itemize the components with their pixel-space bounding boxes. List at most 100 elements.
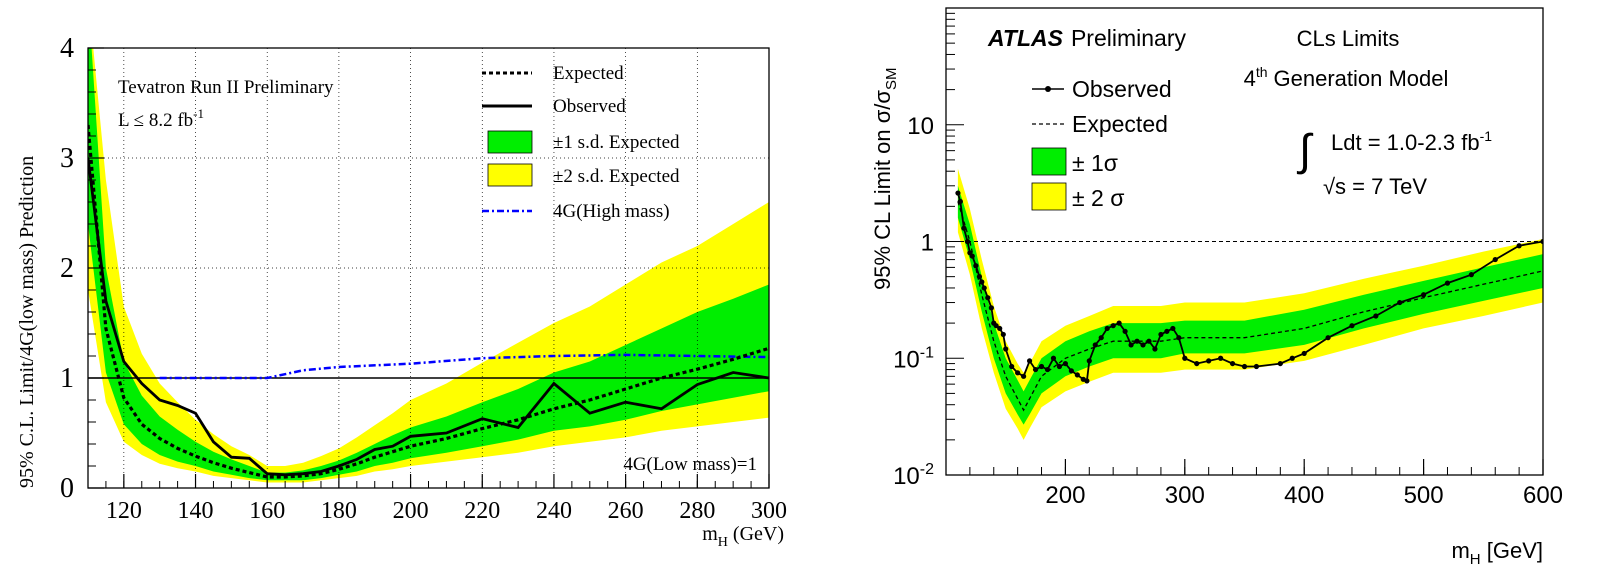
left-y-tick-label: 1 [60,363,74,394]
right-observed-point [1373,313,1379,319]
right-x-tick-label: 600 [1523,482,1563,509]
right-observed-point [976,274,983,280]
right-x-tick-label: 300 [1165,482,1205,509]
right-observed-point [1241,363,1248,370]
left-x-tick-label: 240 [536,498,572,524]
right-observed-point [1468,272,1474,278]
right-observed-point [969,253,975,259]
right-observed-point [1277,360,1283,367]
right-x-tick-label: 200 [1045,482,1085,509]
left-lines [88,124,769,479]
right-observed-point [1122,328,1128,334]
right-observed-point [1026,358,1033,364]
right-observed-point [1074,372,1080,378]
legend-band1-label: ±1 s.d. Expected [553,132,680,153]
left-series-expected [88,124,769,479]
left-y-axis-label: 95% C.L. Limit/4G(low mass) Prediction [16,156,38,488]
right-x-tick-label: 500 [1404,482,1444,509]
right-observed-point [1253,363,1260,370]
right-observed-point [1092,342,1098,348]
right-lines [946,190,1543,412]
right-observed-point [985,295,991,301]
right-observed-point [1444,280,1451,286]
left-legend: Expected Observed ±1 s.d. Expected ±2 s.… [482,63,680,222]
left-x-tick-label: 280 [679,498,715,524]
legend-high-mass-label: 4G(High mass) [553,201,670,222]
right-observed-point [1516,243,1522,249]
right-bands [957,168,1543,440]
right-observed-point [1009,363,1015,370]
left-band-1sd [88,48,769,481]
legend-band1-swatch [487,130,533,154]
right-observed-point [1062,360,1068,367]
right-observed-point [1206,358,1212,364]
left-chart: 120 140 160 180 200 220 240 260 280 300 0 1 2 3 4 mH (… [16,33,787,550]
right-observed-point [955,190,961,196]
legend-expected-label: Expected [553,63,624,84]
right-annotation-lumi: Ldt = 1.0-2.3 fb-1 [1331,128,1492,155]
left-annotation-lumi: L ≤ 8.2 fb-1 [118,106,204,131]
right-observed-point [1032,366,1039,373]
right-observed-point [979,279,985,285]
left-y-tick-label: 4 [60,33,74,64]
right-observed-point [1110,323,1116,329]
right-observed-point [1289,355,1295,361]
right-observed-point [973,263,979,269]
legend-r-band2-swatch [1031,182,1067,211]
right-observed-point [1140,342,1146,348]
right-observed-point [1116,320,1122,326]
right-observed-point [1492,256,1498,263]
right-observed-point [1229,360,1236,367]
legend-r-expected-label: Expected [1072,111,1168,137]
left-annotation-low-mass: 4G(Low mass)=1 [623,454,757,475]
left-x-tick-label: 200 [393,498,429,524]
right-observed-point [1000,331,1006,338]
right-observed-point [1194,360,1200,367]
right-observed-point [1218,355,1224,361]
left-series-high-mass [159,353,769,380]
right-observed-point [1146,338,1152,344]
left-y-tick-label: 2 [60,253,74,284]
right-observed-point [1421,292,1427,298]
right-observed-point [1170,325,1176,332]
right-observed-point [993,323,999,329]
right-observed-point [988,305,994,311]
right-observed-point [1128,342,1134,348]
right-observed-point [1164,328,1170,334]
right-annotation-integral: ∫ [1296,126,1314,175]
left-x-tick-label: 260 [608,498,644,524]
right-observed-point [1301,350,1307,357]
legend-r-observed-marker [1045,86,1051,92]
right-observed-point [1397,299,1403,306]
right-annotation-generation: 4th Generation Model [1244,64,1449,91]
right-observed-point [1021,373,1027,379]
right-observed-point [1158,331,1164,338]
right-chart: 200 300 400 500 600 10-2 10-1 1 10 mH [GeV] 95% … [870,7,1563,568]
right-x-axis-label: mH [GeV] [1451,538,1543,568]
right-observed-point [1182,355,1188,361]
right-band-2sigma [957,168,1543,440]
right-observed-point [964,238,971,245]
right-y-tick-label: 10-2 [893,461,934,490]
left-x-tick-label: 160 [249,498,285,524]
left-series-observed [88,157,769,477]
right-observed-point [1104,325,1110,332]
left-x-tick-label: 140 [178,498,214,524]
right-observed-point [1050,355,1057,361]
right-observed-point [1084,378,1090,384]
right-observed-point [1068,368,1074,374]
right-y-tick-label: 10-1 [893,344,934,373]
right-y-axis-label: 95% CL Limit on σ/σSM [870,68,900,290]
right-observed-point [1003,346,1009,352]
left-x-axis-label: mH (GeV) [702,523,784,550]
right-observed-point [961,225,967,231]
right-observed-point [997,325,1003,332]
right-observed-point [1176,335,1182,341]
right-observed-point [1044,366,1051,373]
left-x-tick-label: 220 [464,498,500,524]
legend-r-band2-label: ± 2 σ [1072,185,1124,211]
left-bands [88,48,769,483]
right-annotation-sqrt: √s = 7 TeV [1323,174,1427,199]
right-x-tick-label: 400 [1284,482,1324,509]
